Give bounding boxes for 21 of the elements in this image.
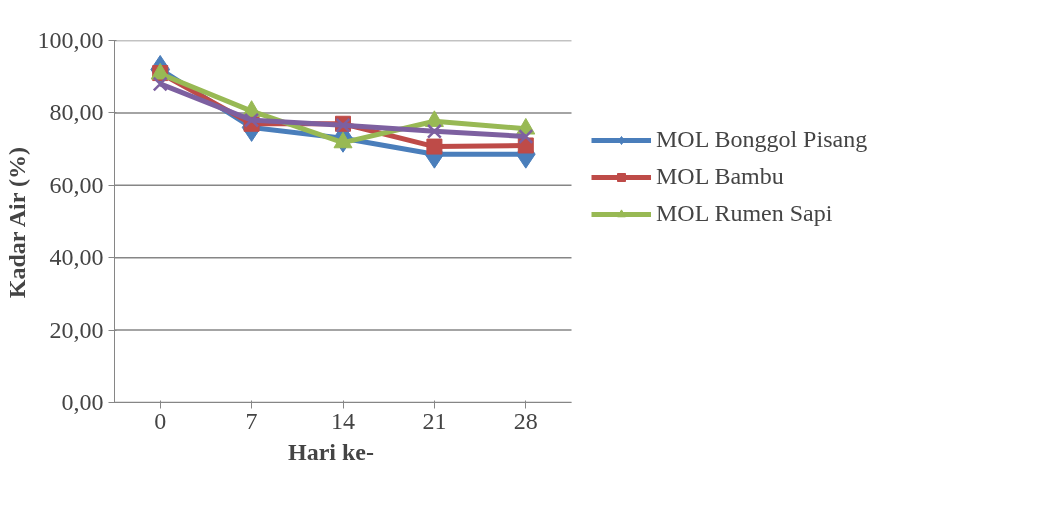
y-axis-title: Kadar Air (%) <box>3 147 30 299</box>
point <box>243 112 260 128</box>
legend-label: MOL Bambu <box>656 163 784 190</box>
legend-label: MOL Rumen Sapi <box>656 200 833 227</box>
y-tick-label: 20,00 <box>49 316 104 343</box>
y-tick-label: 0,00 <box>61 389 104 415</box>
point <box>518 128 534 145</box>
x-axis-title: Hari ke- <box>288 438 374 465</box>
point <box>152 76 168 92</box>
y-tick-label: 40,00 <box>49 244 104 271</box>
x-tick-label: 28 <box>513 407 538 434</box>
x-tick-label: 14 <box>331 407 355 434</box>
x-tick-label: 7 <box>245 407 258 434</box>
y-tick-label: 80,00 <box>49 99 104 126</box>
point <box>426 123 443 139</box>
y-tick-label: 100,00 <box>37 27 104 53</box>
legend-label: MOL Bonggol Pisang <box>656 126 868 153</box>
x-tick-label: 21 <box>422 407 447 434</box>
y-tick-label: 60,00 <box>49 171 104 198</box>
point <box>426 138 443 155</box>
x-tick-label: 0 <box>154 407 167 434</box>
